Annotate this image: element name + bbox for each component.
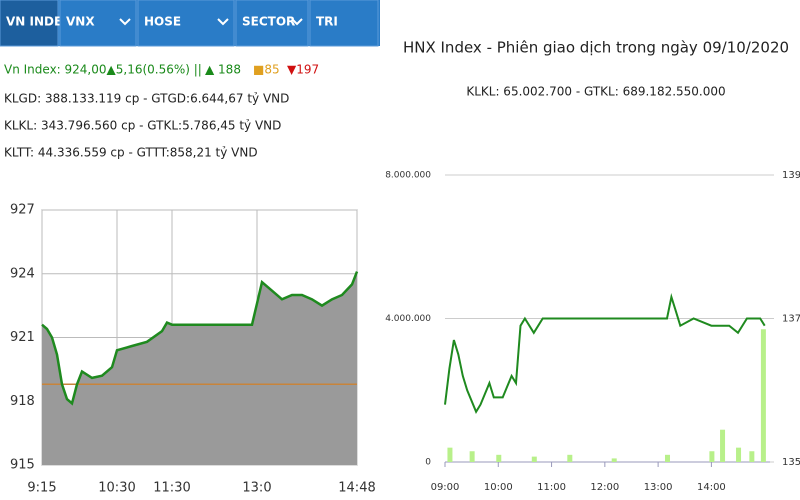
x-tick-label: 14:48 <box>338 481 375 496</box>
x-tick-label: 10:30 <box>98 481 135 496</box>
chart-title: HNX Index - Phiên giao dịch trong ngày 0… <box>403 39 789 57</box>
x-tick-label: 13:0 <box>242 481 271 496</box>
y2-tick-label: 137 <box>782 314 800 325</box>
y-tick-label: 0 <box>425 458 431 468</box>
y2-tick-label: 139 <box>782 170 800 181</box>
x-tick-label: 9:15 <box>27 481 56 496</box>
x-tick-label: 14:00 <box>697 482 726 493</box>
volume-bar <box>531 456 537 462</box>
x-tick-label: 12:00 <box>590 482 619 493</box>
chart-subtitle: KLKL: 65.002.700 - GTKL: 689.182.550.000 <box>466 85 725 99</box>
volume-bar <box>496 454 502 462</box>
tab[interactable] <box>137 0 235 47</box>
index-line <box>41 271 359 406</box>
volume-bar <box>664 454 670 462</box>
x-tick-label: 11:00 <box>537 482 566 493</box>
y2-tick-label: 135 <box>782 457 800 468</box>
declines: ▼197 <box>287 63 319 77</box>
y-tick-label: 8.000.000 <box>385 171 431 181</box>
tab-label[interactable]: TRI <box>316 15 338 29</box>
index-line <box>444 293 766 414</box>
info-line: KLTT: 44.336.559 cp - GTTT:858,21 tỷ VND <box>4 146 258 160</box>
volume-bar <box>760 329 766 462</box>
volume-bar <box>709 451 715 462</box>
volume-bar <box>749 451 755 462</box>
y-tick-label: 4.000.000 <box>385 314 431 324</box>
tab-label[interactable]: VNX <box>66 15 95 29</box>
unchanged: ■85 <box>253 63 280 77</box>
tab-arrow <box>291 18 303 26</box>
volume-bar <box>720 429 726 462</box>
x-tick-label: 11:30 <box>153 481 190 496</box>
y-tick-label: 918 <box>10 394 35 409</box>
volume-bar <box>611 458 617 462</box>
volume-bar <box>469 451 475 462</box>
advances: ▲ 188 <box>205 63 241 77</box>
volume-bar <box>567 454 573 462</box>
tab-label[interactable]: HOSE <box>144 15 181 29</box>
area <box>42 271 357 465</box>
y-tick-label: 927 <box>10 203 35 218</box>
tab-arrow <box>119 18 131 26</box>
volume-bar <box>447 447 453 462</box>
info-line: KLGD: 388.133.119 cp - GTGD:6.644,67 tỷ … <box>4 92 289 106</box>
x-tick-label: 10:00 <box>484 482 513 493</box>
info-line: KLKL: 343.796.560 cp - GTKL:5.786,45 tỷ … <box>4 119 281 133</box>
x-tick-label: 13:00 <box>644 482 673 493</box>
y-tick-label: 921 <box>10 330 35 345</box>
volume-bar <box>736 447 742 462</box>
y-tick-label: 915 <box>10 458 35 473</box>
y-tick-label: 924 <box>10 266 35 281</box>
tab-label[interactable]: SECTOR <box>242 15 295 29</box>
index-line: Vn Index: 924,00▲5,16(0.56%) || <box>4 63 202 77</box>
tab[interactable] <box>0 0 59 47</box>
tab[interactable] <box>309 0 379 47</box>
tab-label[interactable]: VN INDEX <box>6 15 72 29</box>
tab-arrow <box>217 18 229 26</box>
x-tick-label: 09:00 <box>431 482 460 493</box>
